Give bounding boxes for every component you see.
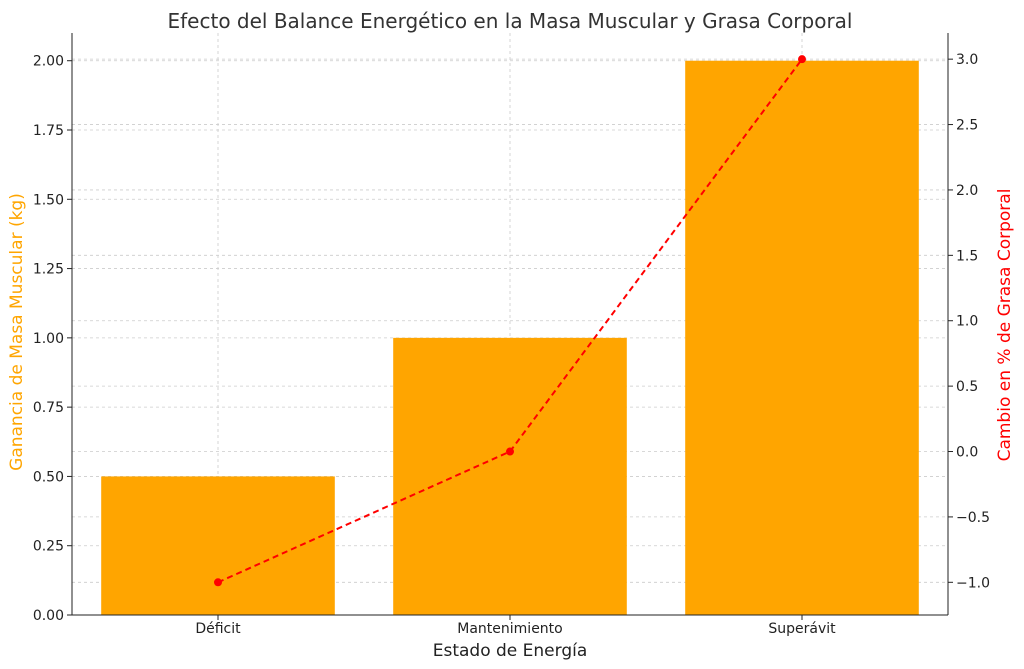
line-series bbox=[214, 55, 806, 587]
y-right-axis-label: Cambio en % de Grasa Corporal bbox=[995, 189, 1015, 462]
y-right-tick-label: 2.5 bbox=[956, 118, 978, 134]
y-right-tick-label: 0.5 bbox=[956, 379, 978, 395]
x-tick-label: Superávit bbox=[768, 621, 836, 637]
y-right-tick-label: −0.5 bbox=[956, 510, 990, 526]
y-right-tick-label: 2.0 bbox=[956, 183, 978, 199]
chart-title: Efecto del Balance Energético en la Masa… bbox=[168, 9, 853, 33]
y-left-tick-label: 0.25 bbox=[33, 539, 64, 555]
y-right-tick-label: 3.0 bbox=[956, 52, 978, 68]
line-point bbox=[506, 447, 514, 456]
y-left-tick-label: 2.00 bbox=[33, 54, 64, 70]
bar-series bbox=[101, 60, 919, 615]
ticks: 0.00 0.25 0.50 0.75 1.00 1.25 1.50 1.75 2.00 −1.0… bbox=[33, 52, 990, 637]
y-left-tick-label: 1.00 bbox=[33, 331, 64, 347]
x-axis-label: Estado de Energía bbox=[433, 641, 588, 661]
x-tick-label: Mantenimiento bbox=[457, 621, 562, 637]
y-left-axis-label: Ganancia de Masa Muscular (kg) bbox=[7, 193, 27, 471]
line-point bbox=[214, 578, 222, 587]
y-left-tick-label: 1.25 bbox=[33, 262, 64, 278]
bar bbox=[393, 337, 627, 615]
bar bbox=[101, 476, 335, 615]
y-left-tick-label: 0.00 bbox=[33, 608, 64, 624]
bar bbox=[685, 60, 919, 615]
y-right-tick-label: 0.0 bbox=[956, 445, 978, 461]
y-right-tick-label: −1.0 bbox=[956, 575, 990, 591]
x-tick-label: Déficit bbox=[195, 621, 241, 637]
y-left-tick-label: 0.50 bbox=[33, 469, 64, 485]
y-left-tick-label: 0.75 bbox=[33, 400, 64, 416]
y-left-tick-label: 1.50 bbox=[33, 192, 64, 208]
y-left-tick-label: 1.75 bbox=[33, 123, 64, 139]
line-point bbox=[798, 55, 806, 64]
y-right-tick-label: 1.5 bbox=[956, 248, 978, 264]
y-right-tick-label: 1.0 bbox=[956, 314, 978, 330]
